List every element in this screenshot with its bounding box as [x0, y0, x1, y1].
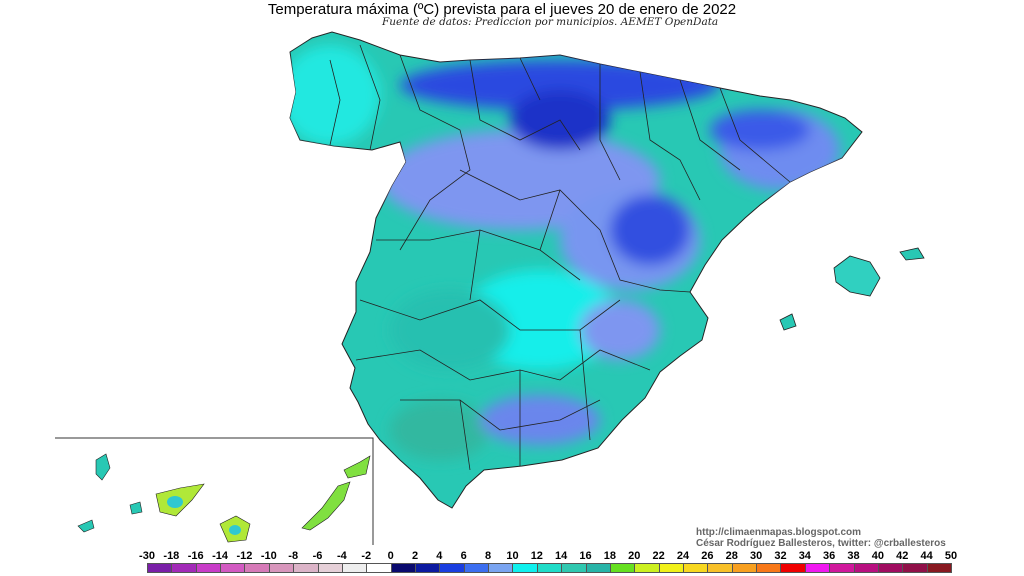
legend-label: 34 [798, 550, 811, 562]
legend-label: -12 [236, 550, 253, 562]
legend-label: -18 [163, 550, 180, 562]
legend-label: 40 [871, 550, 885, 562]
legend-label: 2 [411, 550, 419, 562]
legend-label: 0 [387, 550, 394, 562]
legend-swatch [390, 563, 416, 573]
legend-label: 32 [774, 550, 787, 562]
legend-label: 44 [920, 550, 933, 562]
map-title: Temperatura máxima (ºC) prevista para el… [267, 1, 737, 18]
legend-swatch [439, 563, 465, 573]
legend-swatch [804, 563, 831, 573]
legend-label: -16 [187, 550, 204, 562]
legend-swatch [415, 563, 441, 573]
credits-author: César Rodríguez Ballesteros, twitter: @c… [696, 538, 946, 549]
canary-inset [55, 437, 374, 545]
legend-swatch [341, 563, 368, 573]
legend-label: 14 [555, 550, 568, 562]
legend-swatch [147, 563, 173, 573]
credits-url: http://climaenmapas.blogspot.com [696, 527, 862, 538]
legend-swatch [220, 563, 246, 573]
legend-swatch [780, 563, 806, 573]
legend-swatch [463, 563, 490, 573]
legend-swatch [585, 563, 611, 573]
legend-swatch [853, 563, 879, 573]
legend-label: 6 [460, 550, 467, 562]
legend-swatch [926, 563, 952, 573]
legend-label: 8 [485, 550, 492, 562]
peninsula [289, 31, 863, 509]
legend-label: -2 [361, 550, 372, 562]
legend-label: 16 [579, 550, 592, 562]
credits: http://climaenmapas.blogspot.com César R… [696, 527, 946, 549]
legend-swatch [561, 563, 587, 573]
legend-label: 36 [823, 550, 836, 562]
legend-swatch [609, 563, 636, 573]
legend-swatch [877, 563, 904, 573]
legend-label: 30 [749, 550, 763, 562]
legend-swatch [366, 563, 392, 573]
balearic-islands [779, 247, 925, 331]
legend-label: -6 [312, 550, 323, 562]
legend-label: -30 [139, 550, 155, 562]
legend-swatch [293, 563, 319, 573]
legend-label: 26 [701, 550, 714, 562]
legend-swatch [244, 563, 270, 573]
legend-label: 12 [530, 550, 543, 562]
legend-swatch [488, 563, 514, 573]
legend-label: -10 [260, 550, 277, 562]
legend-swatch [317, 563, 343, 573]
legend-label: 18 [603, 550, 617, 562]
legend-label: 22 [652, 550, 665, 562]
legend-swatch [731, 563, 758, 573]
legend-swatch [268, 563, 295, 573]
legend-swatch [829, 563, 855, 573]
color-legend: -30 -18 -16 -14 -12 -10 -8 -6 -4 -2 0 2 4 6 8 10 12 14 16 1… [139, 550, 957, 576]
province-borders [329, 44, 791, 471]
legend-swatch [195, 563, 222, 573]
legend-swatch [902, 563, 928, 573]
legend-swatch [683, 563, 709, 573]
legend-label: 20 [628, 550, 641, 562]
legend-label: -14 [212, 550, 229, 562]
legend-label: 38 [847, 550, 860, 562]
legend-swatch [171, 563, 197, 573]
legend-label: 10 [506, 550, 519, 562]
legend-swatch [536, 563, 563, 573]
legend-label: 24 [676, 550, 690, 562]
legend-label: 42 [896, 550, 909, 562]
legend-swatch [634, 563, 660, 573]
legend-label: -4 [337, 550, 347, 562]
legend-label: 50 [944, 550, 958, 562]
legend-label: -8 [288, 550, 299, 562]
legend-label: 4 [436, 550, 443, 562]
legend-swatch [658, 563, 684, 573]
legend-swatch [512, 563, 538, 573]
legend-swatch [756, 563, 782, 573]
legend-swatch [707, 563, 733, 573]
map-subtitle: Fuente de datos: Prediccion por municipi… [382, 16, 719, 28]
legend-label: 28 [725, 550, 738, 562]
